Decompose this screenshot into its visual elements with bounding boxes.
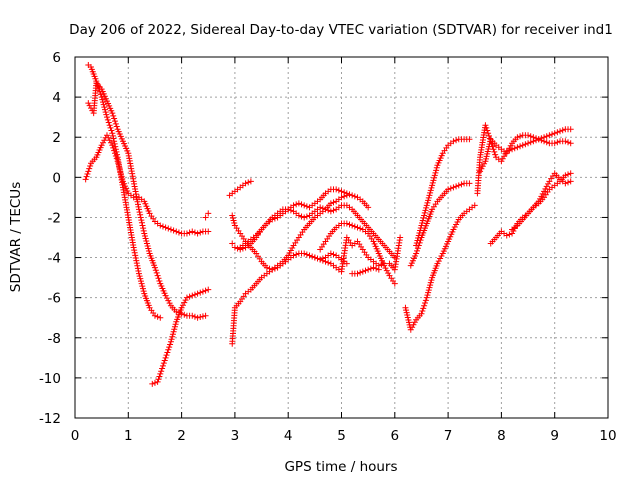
y-axis-label: SDTVAR / TECUs — [8, 182, 24, 292]
y-tick-label: 6 — [52, 50, 61, 66]
x-tick-label: 4 — [284, 428, 293, 444]
series-arc-4 — [149, 286, 212, 387]
series-arc-19 — [477, 132, 574, 175]
x-axis-label: GPS time / hours — [284, 459, 397, 475]
x-tick-label: 2 — [177, 428, 186, 444]
data-point-markers — [82, 132, 212, 237]
x-tick-label: 7 — [444, 428, 453, 444]
data-point-markers — [311, 234, 388, 275]
series-arc-6 — [226, 178, 254, 199]
data-point-markers — [402, 202, 478, 333]
y-tick-label: -2 — [48, 210, 61, 226]
series-arc-15 — [402, 202, 478, 333]
data-point-markers — [349, 264, 382, 277]
series-arc-3 — [82, 132, 212, 237]
data-point-markers — [202, 210, 212, 221]
data-point-markers — [413, 136, 473, 249]
x-tick-label: 5 — [337, 428, 346, 444]
y-tick-label: -10 — [39, 371, 61, 387]
series-arc-11 — [317, 220, 398, 287]
data-points — [82, 62, 574, 387]
y-tick-label: -4 — [48, 251, 61, 267]
y-tick-label: 4 — [52, 90, 61, 106]
data-point-markers — [149, 286, 212, 387]
data-point-markers — [237, 202, 398, 261]
x-tick-label: 3 — [231, 428, 240, 444]
series-arc-10 — [237, 202, 398, 261]
axis-ticks: 0 1 2 3 4 5 6 7 8 9 10 -12 -10 -8 -6 -4 -2 0 2 4 6 — [39, 50, 617, 444]
x-tick-label: 8 — [497, 428, 506, 444]
data-point-markers — [386, 234, 404, 273]
series-arc-5 — [202, 210, 212, 221]
x-tick-label: 1 — [124, 428, 133, 444]
series-arc-12 — [311, 234, 388, 275]
data-point-markers — [229, 192, 350, 347]
y-tick-label: -12 — [39, 411, 61, 427]
series-arc-13 — [349, 264, 382, 277]
y-tick-label: 0 — [52, 170, 61, 186]
chart-title: Day 206 of 2022, Sidereal Day-to-day VTE… — [69, 22, 613, 38]
data-point-markers — [477, 132, 574, 175]
y-tick-label: -6 — [48, 291, 61, 307]
x-tick-label: 6 — [391, 428, 400, 444]
series-arc-14 — [386, 234, 404, 273]
x-tick-label: 10 — [599, 428, 616, 444]
data-point-markers — [317, 220, 398, 287]
data-point-markers — [85, 80, 209, 321]
series-arc-21 — [509, 170, 574, 233]
data-point-markers — [226, 178, 254, 199]
x-tick-label: 0 — [71, 428, 80, 444]
data-point-markers — [509, 170, 574, 233]
series-arc-17 — [413, 136, 473, 249]
y-tick-label: 2 — [52, 130, 61, 146]
series-arc-2 — [85, 80, 209, 321]
x-tick-label: 9 — [550, 428, 559, 444]
series-arc-7 — [229, 192, 350, 347]
y-tick-label: -8 — [48, 331, 61, 347]
